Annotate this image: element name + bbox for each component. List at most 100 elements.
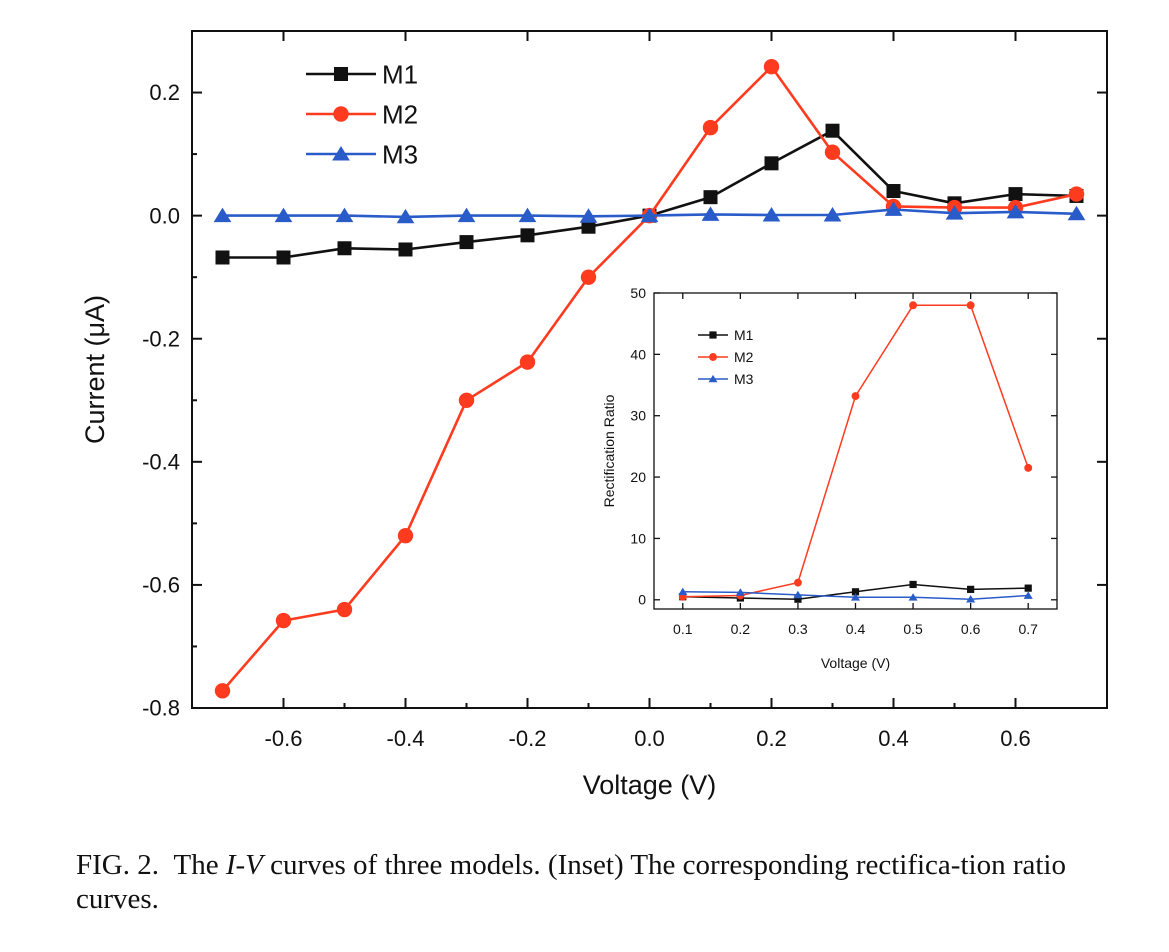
main-point-M1	[398, 242, 413, 257]
main-point-M2	[1068, 186, 1085, 202]
inset-point-M1	[967, 585, 975, 593]
main-xtick-label: -0.6	[265, 726, 303, 751]
main-point-M3	[518, 207, 537, 223]
main-legend-marker-M1	[334, 67, 348, 81]
inset-point-M1	[909, 580, 917, 589]
caption-post: curves of three models. (Inset) The corr…	[76, 849, 1066, 916]
main-point-M2	[763, 58, 780, 75]
inset-point-M3	[735, 588, 745, 596]
main-legend-marker-M2	[333, 106, 349, 122]
inset-xtick-label: 0.6	[961, 621, 981, 637]
main-point-M3	[457, 207, 476, 223]
inset-legend-marker-M2	[709, 353, 717, 361]
main-point-M2	[275, 612, 292, 629]
figure-svg: -0.6 -0.4 -0.2 0.0 0.2 0.4 0.6 0.2 0.0 -0.2 -0.4 -0…	[80, 30, 1108, 800]
main-ytick-label: 0.0	[149, 203, 180, 228]
inset-legend-label-M1: M1	[734, 327, 754, 343]
inset-point-M2	[793, 578, 802, 587]
main-point-M3	[579, 208, 598, 223]
main-xtick-label: 0.2	[756, 726, 787, 751]
main-y-axis-label: Current (μA)	[80, 295, 110, 444]
main-point-M3	[1067, 205, 1086, 221]
main-point-M1	[764, 156, 779, 171]
inset-ytick-label: 50	[630, 285, 646, 301]
main-point-M3	[396, 208, 415, 224]
main-point-M1	[337, 241, 352, 256]
inset-legend-marker-M1	[709, 331, 717, 339]
inset-xtick-label: 0.4	[846, 621, 866, 637]
caption-label: FIG. 2.	[76, 849, 159, 881]
main-point-M2	[214, 683, 231, 699]
main-series-line-M1	[222, 129, 1077, 259]
main-point-M3	[335, 207, 354, 223]
figure-caption: FIG. 2. The I-V curves of three models. …	[76, 848, 1116, 916]
main-xtick-label: 0.0	[634, 726, 665, 751]
main-point-M3	[274, 207, 293, 223]
inset-xtick-label: 0.7	[1018, 621, 1038, 637]
inset-chart: 0.1 0.2 0.3 0.4 0.5 0.6 0.7 50 40 30 20 10 0 Voltage …	[601, 285, 1058, 671]
main-x-axis-label: Voltage (V)	[583, 770, 717, 800]
main-point-M2	[336, 601, 353, 618]
main-point-M1	[886, 184, 901, 199]
main-xtick-label: 0.4	[878, 726, 909, 751]
inset-ytick-label: 10	[630, 530, 646, 546]
main-legend-label-M2: M2	[382, 99, 418, 129]
inset-xtick-label: 0.1	[673, 621, 693, 637]
inset-point-M2	[966, 301, 975, 310]
main-point-M3	[213, 207, 232, 223]
inset-xtick-label: 0.2	[731, 621, 751, 637]
main-point-M2	[702, 119, 719, 136]
inset-legend-marker-M3	[708, 374, 718, 383]
main-ytick-label: -0.4	[142, 450, 180, 475]
inset-point-M2	[909, 301, 918, 310]
inset-point-M3	[908, 593, 918, 601]
main-xtick-label: 0.6	[1000, 726, 1031, 751]
main-point-M1	[459, 235, 474, 250]
main-ytick-label: -0.2	[142, 326, 180, 351]
main-point-M3	[823, 206, 842, 222]
main-point-M3	[762, 206, 781, 222]
inset-point-M1	[851, 588, 860, 596]
inset-xtick-label: 0.3	[788, 621, 808, 637]
main-point-M3	[701, 206, 720, 221]
inset-point-M2	[1024, 463, 1033, 472]
main-point-M1	[276, 250, 291, 265]
main-point-M1	[1008, 187, 1023, 202]
main-legend-label-M1: M1	[382, 59, 418, 89]
inset-point-M3	[678, 587, 688, 596]
inset-ytick-label: 0	[638, 592, 646, 608]
inset-ytick-label: 30	[630, 408, 646, 424]
inset-point-M1	[794, 595, 802, 603]
main-point-M3	[640, 207, 659, 223]
caption-pre: The	[173, 849, 226, 881]
inset-point-M3	[1023, 591, 1033, 599]
main-point-M3	[945, 205, 964, 220]
inset-legend-label-M2: M2	[734, 349, 754, 365]
main-ytick-label: -0.8	[142, 696, 180, 721]
inset-point-M3	[793, 590, 803, 599]
main-point-M2	[824, 144, 841, 160]
main-point-M2	[458, 392, 475, 408]
inset-y-axis-label: Rectification Ratio	[601, 394, 617, 507]
inset-point-M2	[851, 392, 860, 401]
main-point-M2	[580, 269, 597, 285]
main-point-M3	[884, 201, 903, 216]
inset-ytick-label: 40	[630, 346, 646, 362]
main-ytick-label: 0.2	[149, 80, 180, 105]
main-point-M1	[215, 250, 230, 265]
main-point-M2	[519, 354, 536, 370]
main-point-M1	[825, 123, 840, 138]
inset-point-M3	[966, 595, 976, 603]
inset-ytick-label: 20	[630, 469, 646, 485]
main-legend-label-M3: M3	[382, 139, 418, 169]
inset-xtick-label: 0.5	[903, 621, 923, 637]
inset-point-M3	[850, 593, 861, 601]
main-legend-marker-M3	[332, 145, 350, 161]
caption-iv: I-V	[225, 849, 263, 881]
main-xtick-label: -0.2	[509, 726, 547, 751]
main-point-M3	[1006, 203, 1025, 219]
inset-plot-bg	[654, 293, 1057, 609]
main-point-M1	[703, 190, 718, 205]
main-point-M1	[520, 228, 535, 243]
main-point-M2	[397, 527, 414, 544]
